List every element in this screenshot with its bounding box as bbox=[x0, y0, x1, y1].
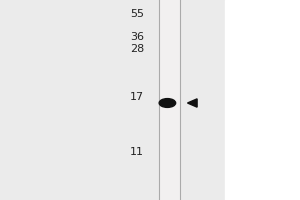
Text: 55: 55 bbox=[130, 9, 144, 19]
Polygon shape bbox=[188, 99, 197, 107]
Bar bbox=[0, 0, 225, 200]
Text: 36: 36 bbox=[130, 32, 144, 42]
Text: 17: 17 bbox=[130, 92, 144, 102]
Text: 11: 11 bbox=[130, 147, 144, 157]
Text: 28: 28 bbox=[130, 44, 144, 54]
Bar bbox=[159, 0, 180, 200]
Bar bbox=[225, 0, 300, 200]
Ellipse shape bbox=[159, 99, 175, 107]
